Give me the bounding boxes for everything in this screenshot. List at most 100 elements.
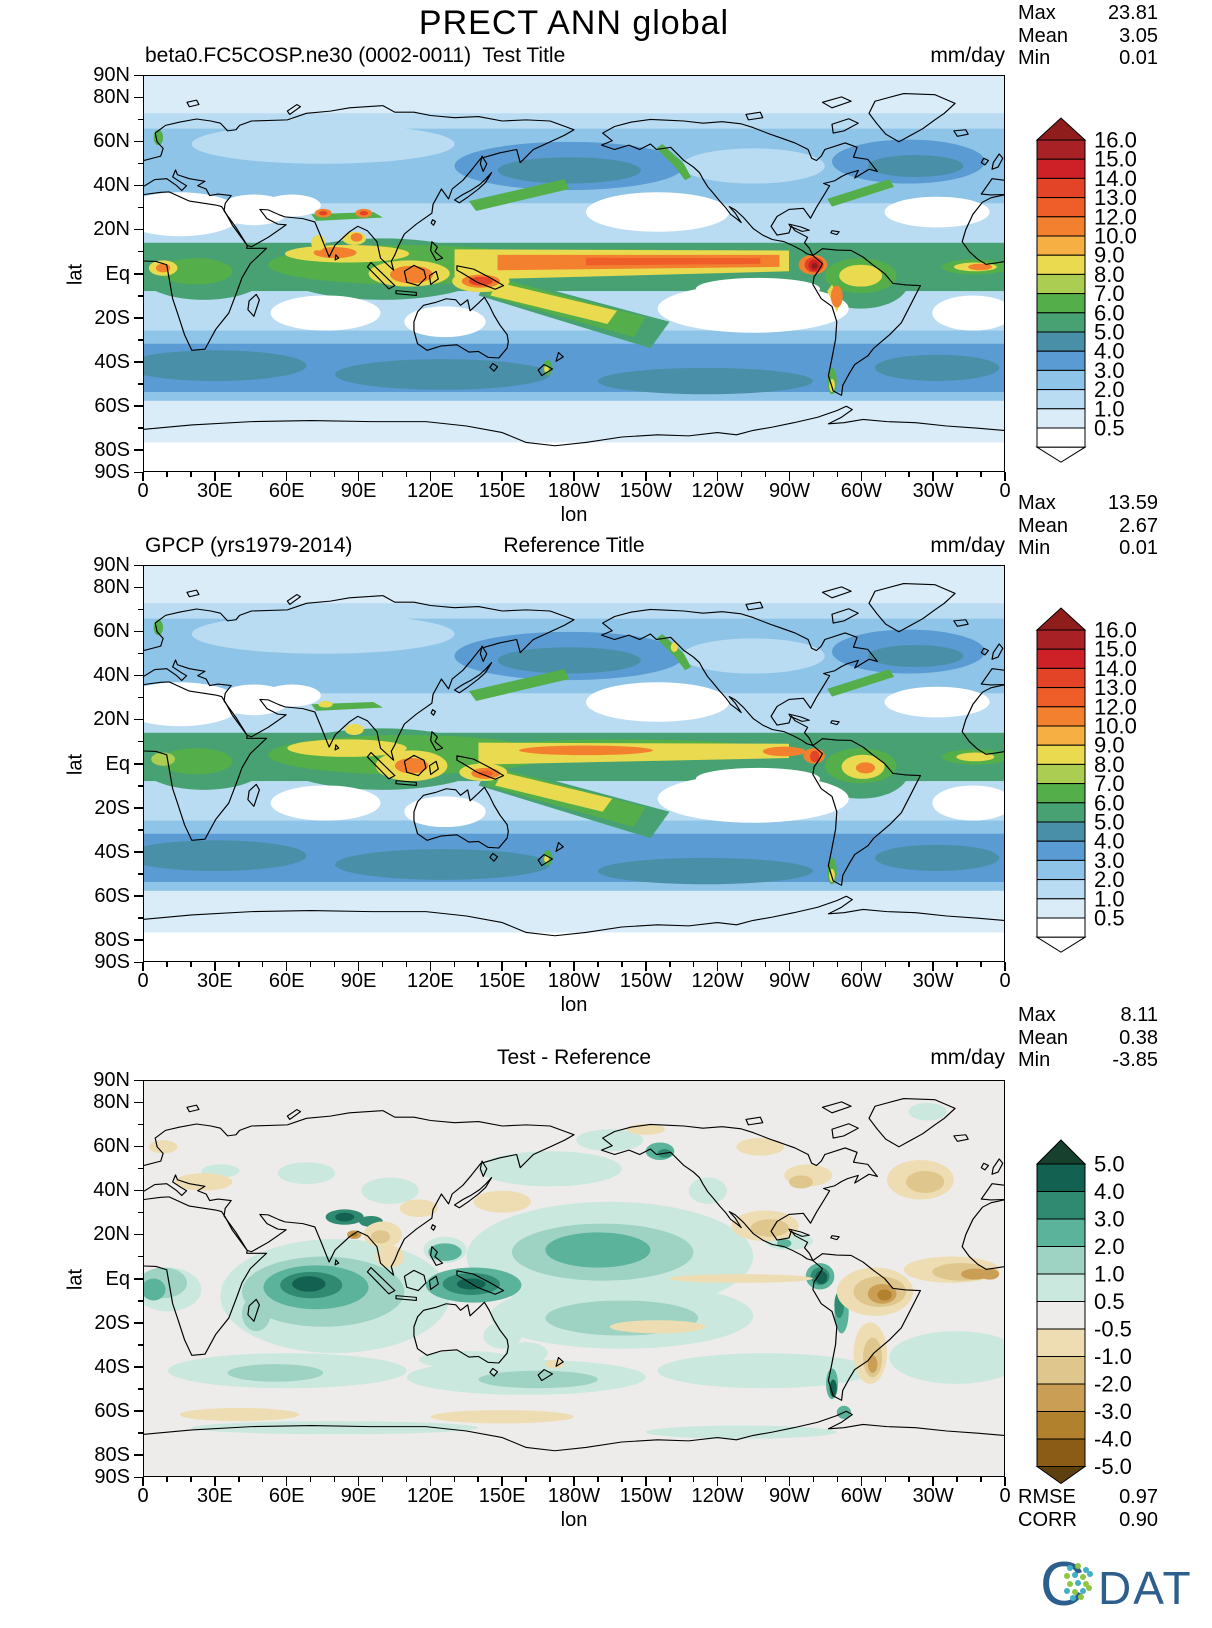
lon-tick xyxy=(261,472,264,477)
stats-difference: Max 8.11 Mean 0.38 Min -3.85 xyxy=(1018,1004,1158,1072)
coastline xyxy=(430,219,437,226)
lat-tick-label: 60S xyxy=(94,394,130,417)
lon-tick xyxy=(645,962,647,971)
lat-tick xyxy=(138,785,143,787)
coastline xyxy=(980,157,990,166)
lon-tick-label: 150E xyxy=(478,970,526,992)
contour-fill xyxy=(656,634,692,671)
contour-fill xyxy=(277,1162,336,1185)
panel-ref-units: mm/day xyxy=(930,534,1005,557)
stats-metrics: RMSE 0.97 CORR 0.90 xyxy=(1018,1486,1158,1531)
lon-tick-label: 90E xyxy=(340,1485,377,1507)
contour-fill xyxy=(270,295,381,331)
lon-tick xyxy=(1004,1477,1006,1486)
lat-tick xyxy=(138,873,143,875)
lat-tick-label: 80N xyxy=(93,576,130,599)
lon-tick-label: 120W xyxy=(691,480,744,502)
coastline xyxy=(489,1367,499,1377)
stat-value: -3.85 xyxy=(1112,1049,1158,1071)
lat-tick xyxy=(134,1189,143,1192)
colorbar-cell xyxy=(1036,898,1086,919)
lat-tick xyxy=(134,1476,143,1478)
lat-tick xyxy=(134,1454,143,1456)
contour-fill xyxy=(175,1173,233,1191)
colorbar-label: 5.0 xyxy=(1094,1152,1125,1177)
lon-tick xyxy=(1004,962,1006,971)
stats-reference: Max 13.59 Mean 2.67 Min 0.01 xyxy=(1018,492,1158,560)
coastline xyxy=(868,583,956,633)
lon-tick xyxy=(166,472,168,477)
stat-row: Max 23.81 xyxy=(1018,2,1158,25)
stat-label: Mean xyxy=(1018,514,1069,537)
contour-fill xyxy=(576,1129,644,1152)
contour-fill xyxy=(908,1102,947,1121)
contour-fill xyxy=(394,758,429,774)
contour-fill xyxy=(884,196,990,228)
coastline xyxy=(186,99,200,108)
lat-tick-label: 40S xyxy=(94,1355,130,1378)
lon-tick xyxy=(190,962,192,967)
lon-tick xyxy=(525,472,527,477)
coastline xyxy=(555,351,564,362)
colorbar-cell xyxy=(1036,879,1086,900)
lat-tick-label: 20S xyxy=(94,306,130,329)
lon-tick xyxy=(716,962,719,971)
coastline xyxy=(144,681,268,841)
lon-tick xyxy=(812,472,815,477)
coastline xyxy=(953,129,969,137)
lon-tick xyxy=(573,1477,575,1486)
coastline xyxy=(812,1253,921,1401)
lon-tick xyxy=(309,1477,312,1482)
logo-globe-dot xyxy=(1064,1573,1070,1579)
lat-tick xyxy=(138,917,143,919)
coastline xyxy=(788,223,810,232)
coastline xyxy=(428,760,439,776)
lon-tick xyxy=(477,962,479,967)
lat-tick xyxy=(134,140,143,143)
coastline xyxy=(868,1098,956,1148)
contour-fill xyxy=(827,179,895,207)
logo-globe-dot xyxy=(1078,1594,1084,1600)
colorbar-cell xyxy=(1036,350,1086,371)
colorbar-cell xyxy=(1036,687,1086,708)
colorbar-label: 3.0 xyxy=(1094,358,1125,383)
lat-tick xyxy=(134,807,143,809)
lon-axis-label: lon xyxy=(560,1509,588,1531)
contour-fill xyxy=(980,1268,1000,1280)
coastline xyxy=(144,1110,575,1276)
stat-label: Min xyxy=(1018,1049,1051,1071)
colorbar-label: 8.0 xyxy=(1094,752,1125,777)
coastline xyxy=(403,1269,427,1292)
lon-tick xyxy=(669,962,671,967)
lon-tick-label: 30W xyxy=(912,480,954,502)
stats-test: Max 23.81 Mean 3.05 Min 0.01 xyxy=(1018,2,1158,70)
lon-tick xyxy=(669,1477,671,1482)
logo-globe-dot xyxy=(1067,1565,1073,1571)
lon-tick xyxy=(884,1477,887,1482)
colorbar-label: 14.0 xyxy=(1094,166,1137,191)
coastline xyxy=(831,608,859,624)
stat-row: Mean 0.38 xyxy=(1018,1027,1158,1050)
lon-tick xyxy=(525,1477,527,1482)
stat-row: Max 8.11 xyxy=(1018,1004,1158,1027)
contour-fill xyxy=(867,645,964,667)
coastline xyxy=(456,1270,505,1295)
lon-tick-label: 0 xyxy=(137,1485,149,1507)
lat-tick xyxy=(134,471,143,473)
contour-fill xyxy=(656,144,692,181)
panel-diff-units: mm/day xyxy=(930,1046,1005,1069)
contour-fill xyxy=(263,684,321,707)
lat-tick-label: 60S xyxy=(94,1399,130,1422)
lon-tick xyxy=(716,1477,719,1486)
lon-tick xyxy=(836,1477,839,1482)
lon-tick-label: 30E xyxy=(197,1485,233,1507)
lat-tick xyxy=(134,586,143,589)
lon-tick xyxy=(333,472,336,477)
coastline xyxy=(831,1123,859,1139)
coastline xyxy=(831,118,859,134)
colorbar-label: 9.0 xyxy=(1094,733,1125,758)
cdat-logo-svg: C DAT xyxy=(1040,1550,1191,1619)
stat-value: 0.01 xyxy=(1119,537,1158,559)
lon-tick xyxy=(764,962,767,967)
coastline xyxy=(788,713,810,722)
